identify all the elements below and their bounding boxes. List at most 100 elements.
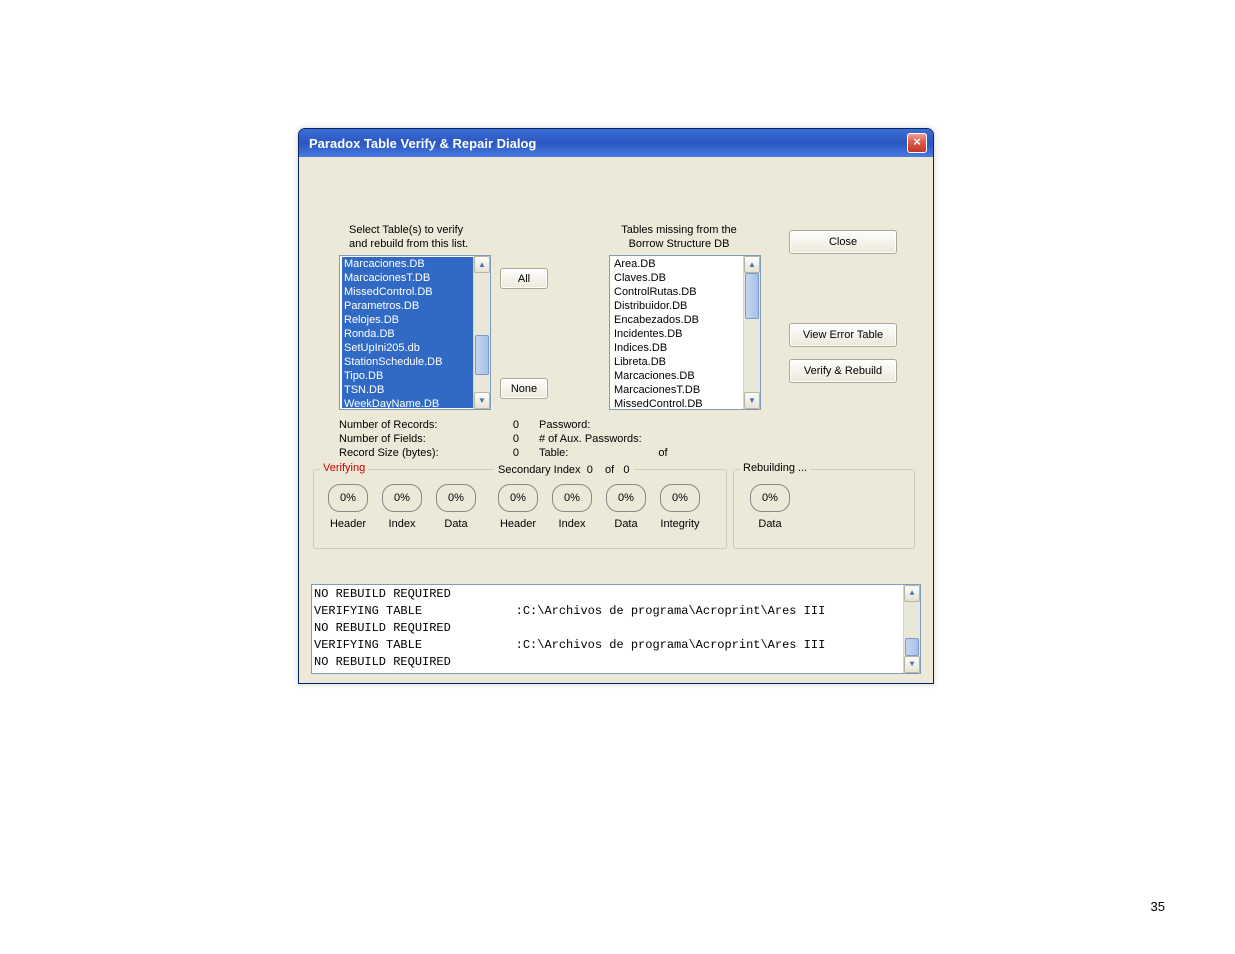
progress-label: Index [389, 518, 416, 530]
list-item[interactable]: WeekDayName.DB [342, 397, 473, 408]
progress-item: 0% Header [498, 484, 538, 530]
page-number: 35 [1151, 899, 1165, 914]
rebuilding-group: Rebuilding ... 0%Data [733, 469, 915, 549]
verifying-legend: Verifying [320, 462, 368, 474]
sec-index-of: of [605, 464, 614, 476]
progress-item: 0% Index [382, 484, 422, 530]
progress-item: 0% Integrity [660, 484, 700, 530]
scroll-track[interactable] [474, 273, 490, 392]
log-line: VERIFYING TABLE :C:\Archivos de programa… [314, 603, 903, 620]
none-button[interactable]: None [500, 378, 548, 399]
rebuilding-legend: Rebuilding ... [740, 462, 810, 474]
log-line: VERIFYING TABLE :C:\Archivos de programa… [314, 637, 903, 654]
list-item[interactable]: StationSchedule.DB [342, 355, 473, 369]
password-label: Password: [539, 419, 590, 431]
all-button[interactable]: All [500, 268, 548, 289]
progress-pill: 0% [498, 484, 538, 512]
scroll-track[interactable] [744, 273, 760, 392]
close-icon[interactable]: × [907, 133, 927, 153]
list-item[interactable]: Libreta.DB [612, 355, 743, 369]
log-line: NO REBUILD REQUIRED [314, 620, 903, 637]
list-item[interactable]: Tipo.DB [342, 369, 473, 383]
list-item[interactable]: Parametros.DB [342, 299, 473, 313]
missing-listbox[interactable]: Area.DBClaves.DBControlRutas.DBDistribui… [609, 255, 761, 410]
num-fields-label: Number of Fields: [339, 433, 489, 445]
list-item[interactable]: MissedControl.DB [612, 397, 743, 408]
dialog-body: Select Table(s) to verify and rebuild fr… [299, 157, 933, 683]
tables-listbox[interactable]: Marcaciones.DBMarcacionesT.DBMissedContr… [339, 255, 491, 410]
dialog-title: Paradox Table Verify & Repair Dialog [309, 136, 536, 151]
record-size-value: 0 [489, 447, 519, 459]
scroll-up-icon[interactable]: ▲ [744, 256, 760, 273]
progress-pill: 0% [436, 484, 476, 512]
verify-repair-dialog: Paradox Table Verify & Repair Dialog × S… [298, 128, 934, 684]
list-item[interactable]: MissedControl.DB [342, 285, 473, 299]
progress-item: 0% Index [552, 484, 592, 530]
close-button[interactable]: Close [789, 230, 897, 254]
progress-item: 0% Data [436, 484, 476, 530]
view-error-button[interactable]: View Error Table [789, 323, 897, 347]
scroll-down-icon[interactable]: ▼ [474, 392, 490, 409]
list-item[interactable]: MarcacionesT.DB [612, 383, 743, 397]
progress-label: Header [500, 518, 536, 530]
select-tables-label-2: and rebuild from this list. [349, 238, 468, 250]
list-item[interactable]: TSN.DB [342, 383, 473, 397]
log-line: NO REBUILD REQUIRED [314, 586, 903, 603]
table-label: Table: [539, 447, 568, 459]
scroll-down-icon[interactable]: ▼ [904, 656, 920, 673]
list-item[interactable]: Encabezados.DB [612, 313, 743, 327]
list-item[interactable]: Relojes.DB [342, 313, 473, 327]
scrollbar[interactable]: ▲ ▼ [473, 256, 490, 409]
list-item[interactable]: ControlRutas.DB [612, 285, 743, 299]
titlebar[interactable]: Paradox Table Verify & Repair Dialog × [299, 129, 933, 157]
list-item[interactable]: Indices.DB [612, 341, 743, 355]
sec-index-label: Secondary Index [498, 464, 581, 476]
progress-label: Integrity [660, 518, 699, 530]
log-line: NO REBUILD REQUIRED [314, 654, 903, 671]
scrollbar[interactable]: ▲ ▼ [903, 585, 920, 673]
progress-label: Data [758, 518, 781, 530]
verifying-group: Verifying Secondary Index 0 of 0 0%Heade… [313, 469, 727, 549]
log-output[interactable]: NO REBUILD REQUIREDVERIFYING TABLE :C:\A… [311, 584, 921, 674]
progress-pill: 0% [382, 484, 422, 512]
list-item[interactable]: Incidentes.DB [612, 327, 743, 341]
progress-pill: 0% [552, 484, 592, 512]
list-item[interactable]: Marcaciones.DB [612, 369, 743, 383]
progress-label: Header [330, 518, 366, 530]
num-records-value: 0 [489, 419, 519, 431]
list-item[interactable]: Claves.DB [612, 271, 743, 285]
sec-index-tot: 0 [623, 464, 629, 476]
list-item[interactable]: Area.DB [612, 257, 743, 271]
num-records-label: Number of Records: [339, 419, 489, 431]
progress-pill: 0% [660, 484, 700, 512]
progress-item: 0% Header [328, 484, 368, 530]
scroll-track[interactable] [904, 602, 920, 656]
scroll-down-icon[interactable]: ▼ [744, 392, 760, 409]
progress-pill: 0% [328, 484, 368, 512]
list-item[interactable]: Distribuidor.DB [612, 299, 743, 313]
verify-rebuild-button[interactable]: Verify & Rebuild [789, 359, 897, 383]
table-of-label: of [658, 447, 667, 459]
scroll-thumb[interactable] [745, 273, 759, 319]
scrollbar[interactable]: ▲ ▼ [743, 256, 760, 409]
progress-label: Index [559, 518, 586, 530]
aux-passwords-label: # of Aux. Passwords: [539, 433, 642, 445]
scroll-thumb[interactable] [475, 335, 489, 375]
list-item[interactable]: Ronda.DB [342, 327, 473, 341]
list-item[interactable]: MarcacionesT.DB [342, 271, 473, 285]
missing-label-1: Tables missing from the [609, 224, 749, 236]
sec-index-cur: 0 [587, 464, 593, 476]
progress-item: 0% Data [750, 484, 790, 530]
progress-pill: 0% [750, 484, 790, 512]
scroll-thumb[interactable] [905, 638, 919, 656]
scroll-up-icon[interactable]: ▲ [474, 256, 490, 273]
progress-label: Data [444, 518, 467, 530]
progress-item: 0% Data [606, 484, 646, 530]
progress-label: Data [614, 518, 637, 530]
scroll-up-icon[interactable]: ▲ [904, 585, 920, 602]
record-size-label: Record Size (bytes): [339, 447, 489, 459]
list-item[interactable]: SetUpIni205.db [342, 341, 473, 355]
list-item[interactable]: Marcaciones.DB [342, 257, 473, 271]
sec-index-wrap: Secondary Index 0 of 0 [494, 464, 634, 476]
progress-pill: 0% [606, 484, 646, 512]
